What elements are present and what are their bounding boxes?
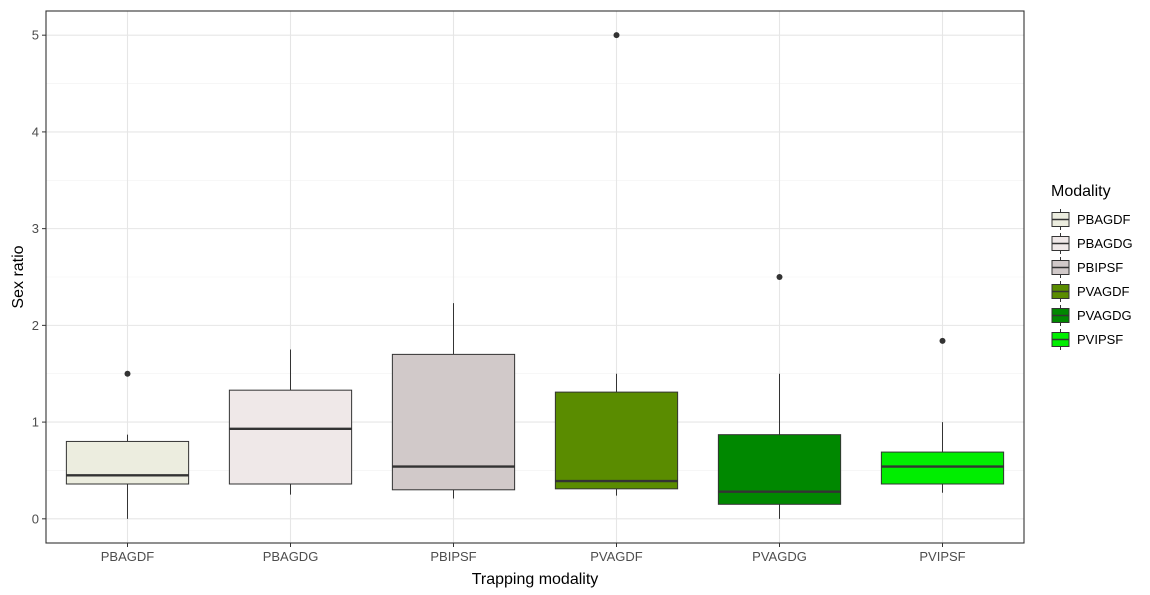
legend-label: PBAGDG [1077,236,1133,251]
legend-label: PVIPSF [1077,332,1123,347]
x-tick-label: PBAGDF [101,549,155,564]
outlier-point [776,274,783,280]
y-tick-label: 1 [32,415,39,430]
outlier-point [613,32,620,39]
box-pvipsf [880,451,1005,485]
legend-item-pvagdf: PVAGDF [1051,281,1130,302]
grid-layer [46,11,1024,543]
legend-label: PBIPSF [1077,260,1123,275]
legend-label: PBAGDF [1077,212,1131,227]
x-tick-label: PBAGDG [263,549,319,564]
legend: Modality PBAGDF PBAGDG PBIPSF PVAGDF PVAGDG P… [1051,183,1133,350]
y-tick-label: 4 [32,124,39,139]
box-pvagdf [554,391,679,490]
legend-item-pvagdg: PVAGDG [1051,305,1132,326]
x-tick-label: PBIPSF [430,549,476,564]
box-pbipsf [391,353,516,491]
y-tick-label: 2 [32,318,39,333]
x-tick-label: PVIPSF [919,549,965,564]
axis-layer: 0 1 2 3 4 5 PBAGDF PBAGDG PBIPSF PVAGDF PVAGDG PVIP… [32,28,966,564]
y-axis-title: Sex ratio [10,245,27,308]
y-tick-label: 5 [32,28,39,43]
x-tick-label: PVAGDG [752,549,807,564]
legend-label: PVAGDF [1077,284,1130,299]
x-axis-title: Trapping modality [472,571,599,588]
y-tick-label: 3 [32,221,39,236]
box-pbagdf [65,440,190,485]
outlier-point [124,370,131,377]
box-pvagdg [717,434,842,505]
x-tick-label: PVAGDF [590,549,643,564]
box-layer [65,32,1005,519]
legend-title: Modality [1051,183,1111,200]
y-tick-label: 0 [32,511,39,526]
legend-item-pbagdf: PBAGDF [1051,209,1131,230]
outlier-point [939,337,946,344]
panel-border [45,10,1025,544]
legend-label: PVAGDG [1077,308,1132,323]
legend-item-pbagdg: PBAGDG [1051,233,1133,254]
box-pbagdg [228,389,353,485]
legend-item-pvipsf: PVIPSF [1051,329,1123,350]
legend-item-pbipsf: PBIPSF [1051,257,1123,278]
